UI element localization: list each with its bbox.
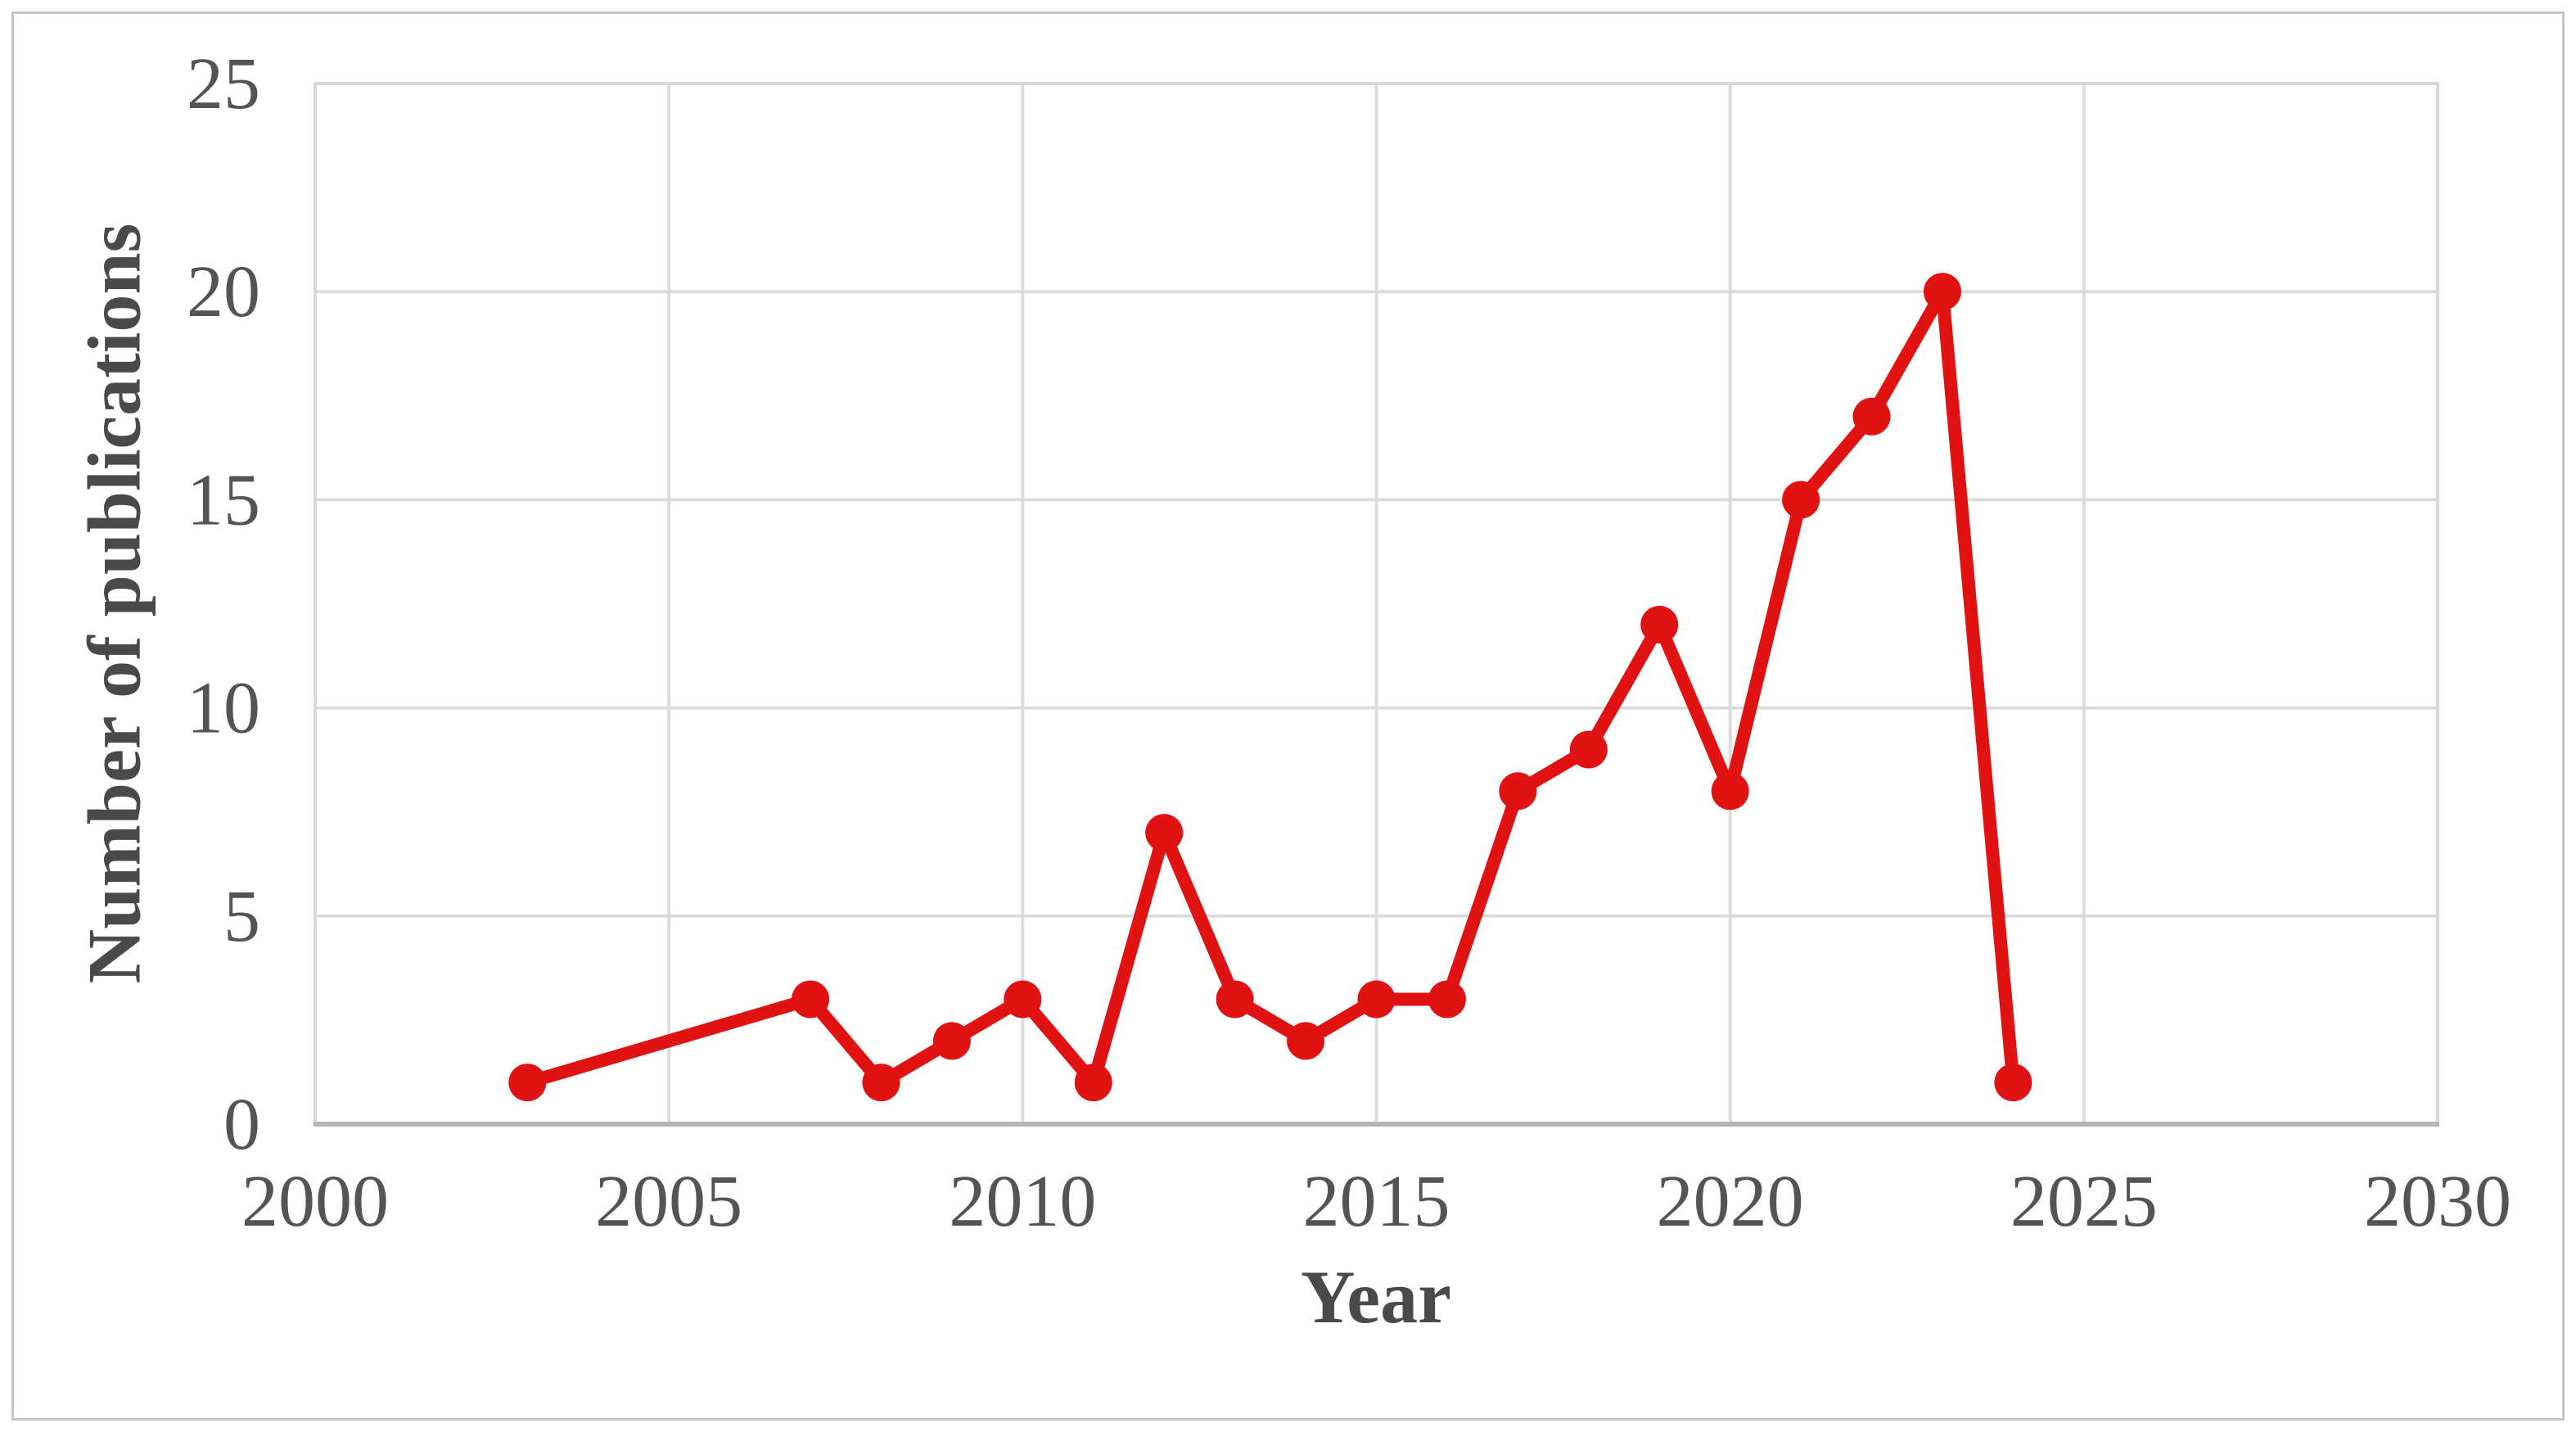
data-point xyxy=(1711,772,1749,811)
data-point xyxy=(1994,1064,2032,1102)
data-point xyxy=(1428,980,1466,1019)
figure-border xyxy=(11,11,2565,1421)
y-tick-label: 5 xyxy=(223,876,260,957)
x-tick-label: 2010 xyxy=(949,1161,1096,1242)
y-tick-label: 20 xyxy=(187,251,260,332)
x-tick-label: 2000 xyxy=(241,1161,389,1242)
x-tick-label: 2005 xyxy=(595,1161,742,1242)
data-point xyxy=(1640,605,1679,644)
y-tick-label: 10 xyxy=(187,668,260,749)
x-tick-label: 2025 xyxy=(2010,1161,2158,1242)
data-point xyxy=(792,980,830,1019)
data-point xyxy=(1852,397,1891,436)
data-point xyxy=(1499,772,1537,811)
data-series-layer xyxy=(508,273,2032,1102)
x-tick-label: 2030 xyxy=(2364,1161,2511,1242)
x-tick-label: 2015 xyxy=(1303,1161,1450,1242)
y-tick-label: 15 xyxy=(187,459,260,540)
data-point xyxy=(1004,980,1042,1019)
y-tick-label: 25 xyxy=(187,43,260,124)
grid-layer xyxy=(314,82,2439,1127)
data-point xyxy=(1145,814,1184,852)
data-point xyxy=(932,1022,971,1060)
data-point xyxy=(1782,481,1820,519)
data-line xyxy=(521,285,2020,1090)
data-point xyxy=(1923,273,1961,311)
data-point xyxy=(862,1064,900,1102)
data-point xyxy=(1216,980,1254,1019)
data-point xyxy=(1074,1064,1112,1102)
x-tick-label: 2020 xyxy=(1657,1161,1804,1242)
data-point xyxy=(1287,1022,1325,1060)
data-point xyxy=(508,1064,547,1102)
y-axis-title: Number of publications xyxy=(72,224,156,984)
y-tick-label: 0 xyxy=(223,1084,260,1165)
plot-border xyxy=(314,82,2439,1124)
data-point xyxy=(1569,730,1608,769)
x-axis-title: Year xyxy=(1301,1255,1451,1339)
data-point xyxy=(1357,980,1396,1019)
